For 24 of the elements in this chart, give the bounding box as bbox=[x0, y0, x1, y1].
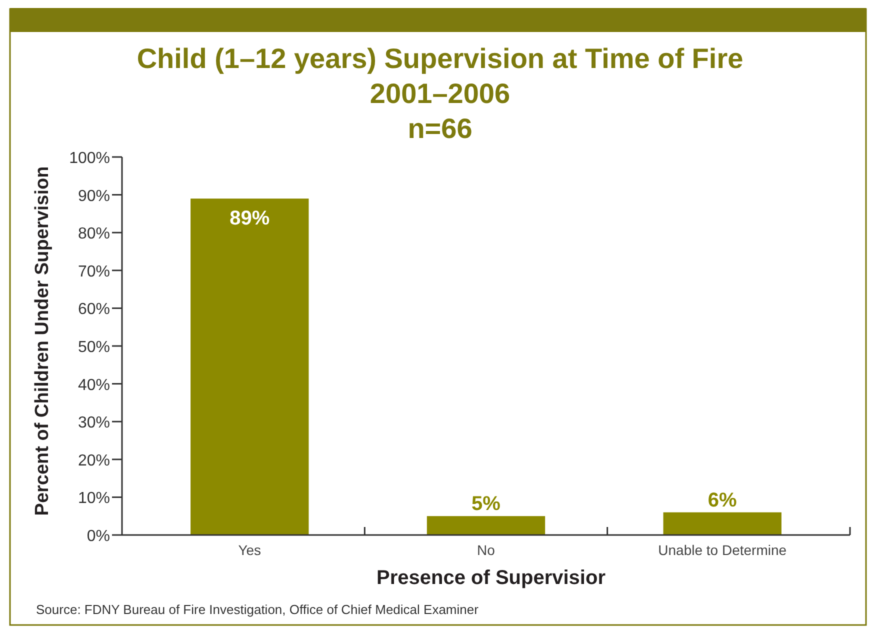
bar bbox=[663, 512, 782, 535]
y-tick-label: 40% bbox=[78, 376, 110, 394]
bar bbox=[426, 516, 546, 535]
y-tick-label: 80% bbox=[78, 226, 110, 243]
y-tick-label: 0% bbox=[86, 528, 110, 545]
y-tick-label: 30% bbox=[78, 414, 110, 432]
y-tick-label: 90% bbox=[78, 188, 110, 205]
bar bbox=[190, 198, 309, 535]
y-tick-label: 20% bbox=[78, 452, 110, 470]
y-tick-label: 50% bbox=[78, 339, 110, 356]
x-tick-label: No bbox=[477, 542, 496, 558]
x-tick-label: Yes bbox=[238, 542, 262, 558]
x-axis-title: Presence of Supervisior bbox=[376, 567, 606, 589]
data-label: 6% bbox=[708, 489, 738, 512]
y-tick-label: 70% bbox=[78, 263, 110, 280]
y-tick-label: 100% bbox=[69, 150, 110, 167]
data-label: 5% bbox=[472, 493, 501, 516]
source-note: Source: FDNY Bureau of Fire Investigation, Office of Chief Medical Examiner bbox=[36, 602, 480, 617]
data-label: 89% bbox=[230, 208, 270, 230]
y-axis-title: Percent of Children Under Supervision bbox=[32, 166, 53, 516]
y-tick-label: 10% bbox=[78, 490, 110, 508]
chart-title: Child (1–12 years) Supervision at Time of Fire 2001–2006 n=66 bbox=[136, 43, 744, 144]
y-tick-label: 60% bbox=[78, 301, 110, 318]
x-tick-label: Unable to Determine bbox=[658, 542, 787, 558]
